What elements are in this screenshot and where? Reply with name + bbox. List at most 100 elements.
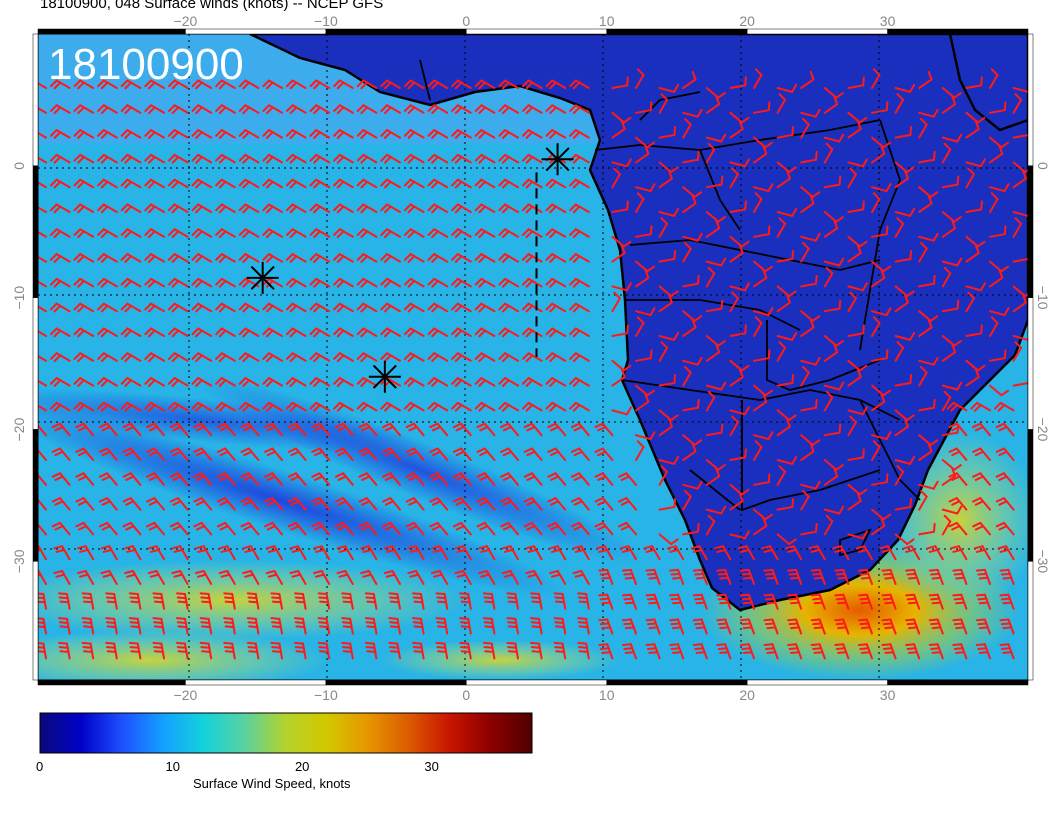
wind-barb bbox=[787, 593, 803, 610]
wind-barb bbox=[501, 545, 519, 561]
wind-barb bbox=[240, 422, 260, 437]
wind-barb bbox=[894, 294, 909, 313]
wind-barb bbox=[405, 497, 425, 511]
wind-barb bbox=[429, 422, 449, 437]
wind-barb bbox=[167, 203, 189, 214]
wind-barb bbox=[75, 521, 95, 536]
wind-barb bbox=[380, 277, 401, 288]
wind-barb bbox=[429, 472, 449, 486]
wind-barb bbox=[146, 472, 165, 486]
wind-barb bbox=[847, 120, 862, 139]
wind-barb bbox=[729, 448, 747, 461]
wind-barb bbox=[242, 545, 260, 561]
wind-barb bbox=[855, 545, 873, 561]
wind-barb bbox=[474, 253, 496, 263]
wind-barb bbox=[215, 203, 236, 214]
wind-barb bbox=[658, 455, 680, 465]
wind-barb bbox=[635, 316, 645, 337]
wind-barb bbox=[894, 83, 916, 93]
wind-barb bbox=[262, 79, 283, 90]
wind-barb bbox=[403, 104, 425, 115]
wind-barb bbox=[98, 422, 118, 437]
wind-barb bbox=[941, 390, 952, 412]
wind-barb bbox=[334, 472, 354, 486]
wind-barb bbox=[753, 68, 763, 89]
wind-barb bbox=[334, 521, 354, 536]
wind-barb bbox=[403, 79, 425, 90]
wind-barb bbox=[474, 104, 496, 115]
wind-barb bbox=[356, 104, 378, 115]
wind-barb bbox=[73, 79, 95, 90]
wind-barb bbox=[658, 207, 680, 217]
wind-barb bbox=[356, 79, 378, 90]
wind-barb bbox=[75, 472, 95, 486]
wind-barb bbox=[705, 514, 716, 536]
axis-tick-labels: −20 −20 −10 −10 0 0 10 10 20 20 30 30 0 0 −10 −10 −20 −20… bbox=[11, 13, 1051, 703]
wind-barb bbox=[427, 377, 449, 387]
colorbar-tick-label: 20 bbox=[294, 759, 310, 774]
lon-tick-label: 20 bbox=[739, 687, 755, 703]
wind-barb bbox=[262, 203, 283, 214]
wind-barb bbox=[716, 618, 732, 635]
wind-barb bbox=[403, 129, 425, 139]
wind-barb bbox=[317, 592, 331, 610]
wind-barb bbox=[262, 302, 283, 313]
wind-barb bbox=[191, 203, 213, 214]
wind-barb bbox=[356, 401, 378, 412]
wind-barb bbox=[763, 593, 779, 610]
wind-barb bbox=[429, 521, 449, 536]
wind-barb bbox=[545, 104, 567, 115]
wind-barb bbox=[498, 277, 519, 288]
wind-barb bbox=[193, 472, 213, 486]
storm-marker bbox=[246, 261, 279, 294]
wind-barb bbox=[427, 253, 449, 263]
wind-barb bbox=[753, 192, 763, 213]
wind-barb bbox=[545, 327, 567, 338]
wind-barb bbox=[294, 592, 307, 610]
wind-barb bbox=[547, 521, 567, 536]
wind-barb bbox=[621, 568, 637, 585]
wind-barb bbox=[120, 228, 142, 239]
wind-barb bbox=[682, 480, 703, 490]
wind-barb bbox=[965, 158, 986, 168]
wind-barb bbox=[358, 497, 378, 511]
wind-barb bbox=[218, 545, 236, 561]
wind-barb bbox=[705, 219, 721, 238]
wind-barb bbox=[58, 592, 71, 610]
wind-barb bbox=[169, 497, 189, 511]
wind-barb bbox=[238, 104, 260, 115]
wind-barb bbox=[763, 568, 779, 585]
wind-barb bbox=[753, 431, 774, 441]
wind-barb bbox=[262, 228, 283, 239]
wind-barb bbox=[262, 104, 283, 115]
wind-barb bbox=[498, 401, 519, 412]
wind-barb bbox=[474, 302, 496, 313]
wind-barb bbox=[38, 231, 47, 238]
wind-barb bbox=[49, 178, 71, 189]
wind-barb bbox=[658, 341, 669, 362]
wind-barb bbox=[995, 472, 1015, 486]
wind-barb bbox=[871, 145, 886, 164]
wind-barb bbox=[521, 302, 543, 313]
lat-tick-label: 0 bbox=[1035, 162, 1051, 170]
wind-barb bbox=[989, 101, 1007, 114]
wind-barb bbox=[215, 302, 236, 313]
wind-barb bbox=[167, 129, 189, 139]
wind-barb bbox=[427, 178, 449, 189]
wind-barb bbox=[569, 302, 590, 313]
storm-marker bbox=[541, 143, 574, 176]
wind-barb bbox=[498, 129, 519, 139]
wind-barb bbox=[474, 277, 496, 288]
wind-barb bbox=[474, 377, 496, 387]
wind-barb bbox=[1012, 335, 1028, 341]
wind-barb bbox=[1012, 217, 1023, 238]
wind-barb bbox=[144, 401, 165, 412]
wind-barb bbox=[776, 93, 787, 114]
wind-barb bbox=[51, 422, 71, 437]
wind-barb bbox=[705, 175, 724, 189]
wind-barb bbox=[857, 643, 873, 660]
wind-barb bbox=[474, 203, 496, 214]
wind-barb bbox=[73, 377, 95, 387]
wind-barb bbox=[176, 641, 189, 660]
wind-barb bbox=[240, 472, 260, 486]
